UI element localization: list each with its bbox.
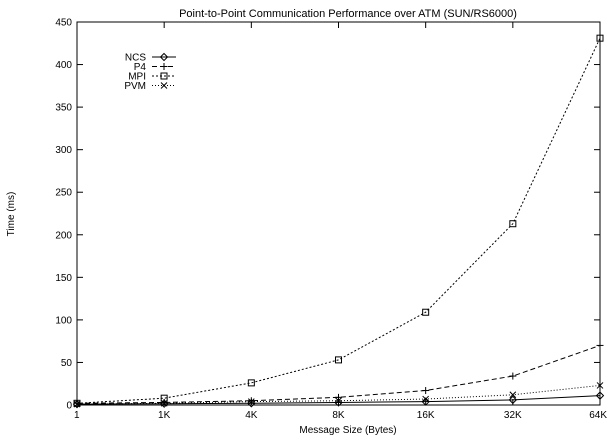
data-point-mpi xyxy=(596,34,604,42)
legend-marker-pvm xyxy=(160,82,168,89)
legend-label-mpi: MPI xyxy=(128,72,146,83)
data-point-ncs xyxy=(334,398,343,407)
data-point-pvm xyxy=(160,399,168,407)
data-point-pvm xyxy=(509,391,517,399)
data-point-mpi xyxy=(247,379,255,387)
data-point-mpi xyxy=(422,308,430,316)
x-axis-label: Message Size (Bytes) xyxy=(299,425,396,436)
legend-marker-mpi xyxy=(160,72,168,80)
y-tick-label: 200 xyxy=(55,230,72,241)
legend-label-pvm: PVM xyxy=(124,81,146,92)
data-point-pvm xyxy=(247,398,255,405)
y-tick-label: 0 xyxy=(66,401,72,412)
data-point-p4 xyxy=(422,387,430,395)
data-point-mpi xyxy=(160,394,168,402)
y-tick-label: 450 xyxy=(55,18,72,29)
y-tick-label: 150 xyxy=(55,273,72,284)
plot-area xyxy=(76,21,601,406)
y-tick-label: 50 xyxy=(61,358,73,369)
x-tick-label: 1K xyxy=(158,410,171,421)
y-tick-label: 250 xyxy=(55,188,72,199)
data-point-p4 xyxy=(73,399,81,407)
data-point-ncs xyxy=(508,395,518,405)
data-point-p4 xyxy=(596,341,604,349)
x-tick-label: 4K xyxy=(245,410,258,421)
legend-label-p4: P4 xyxy=(134,62,147,73)
x-tick-label: 64K xyxy=(589,410,607,421)
data-point-p4 xyxy=(247,397,255,405)
x-tick-label: 16K xyxy=(417,410,435,421)
chart-title: Point-to-Point Communication Performance… xyxy=(179,8,517,20)
data-point-pvm xyxy=(596,382,604,389)
data-point-pvm xyxy=(422,395,430,403)
data-point-mpi xyxy=(509,220,517,228)
data-point-mpi xyxy=(335,356,342,364)
data-point-p4 xyxy=(160,398,168,406)
data-point-pvm xyxy=(335,397,342,405)
y-tick-label: 300 xyxy=(55,145,72,156)
x-tick-label: 8K xyxy=(332,410,345,421)
x-tick-label: 1 xyxy=(74,410,80,421)
y-tick-label: 400 xyxy=(55,60,72,71)
data-point-p4 xyxy=(335,393,342,401)
series-line-mpi xyxy=(76,37,601,404)
y-tick-label: 100 xyxy=(55,315,72,326)
x-tick-label: 32K xyxy=(504,410,522,421)
legend-label-ncs: NCS xyxy=(125,53,146,64)
data-point-mpi xyxy=(73,399,81,407)
y-axis-label: Time (ms) xyxy=(6,192,17,237)
data-point-ncs xyxy=(247,399,256,408)
data-point-pvm xyxy=(73,400,81,408)
legend-marker-ncs xyxy=(159,52,169,62)
y-tick-label: 350 xyxy=(55,103,72,114)
legend-marker-p4 xyxy=(160,63,168,70)
data-point-p4 xyxy=(509,372,517,380)
data-point-ncs xyxy=(421,397,430,406)
data-point-ncs xyxy=(595,391,605,400)
